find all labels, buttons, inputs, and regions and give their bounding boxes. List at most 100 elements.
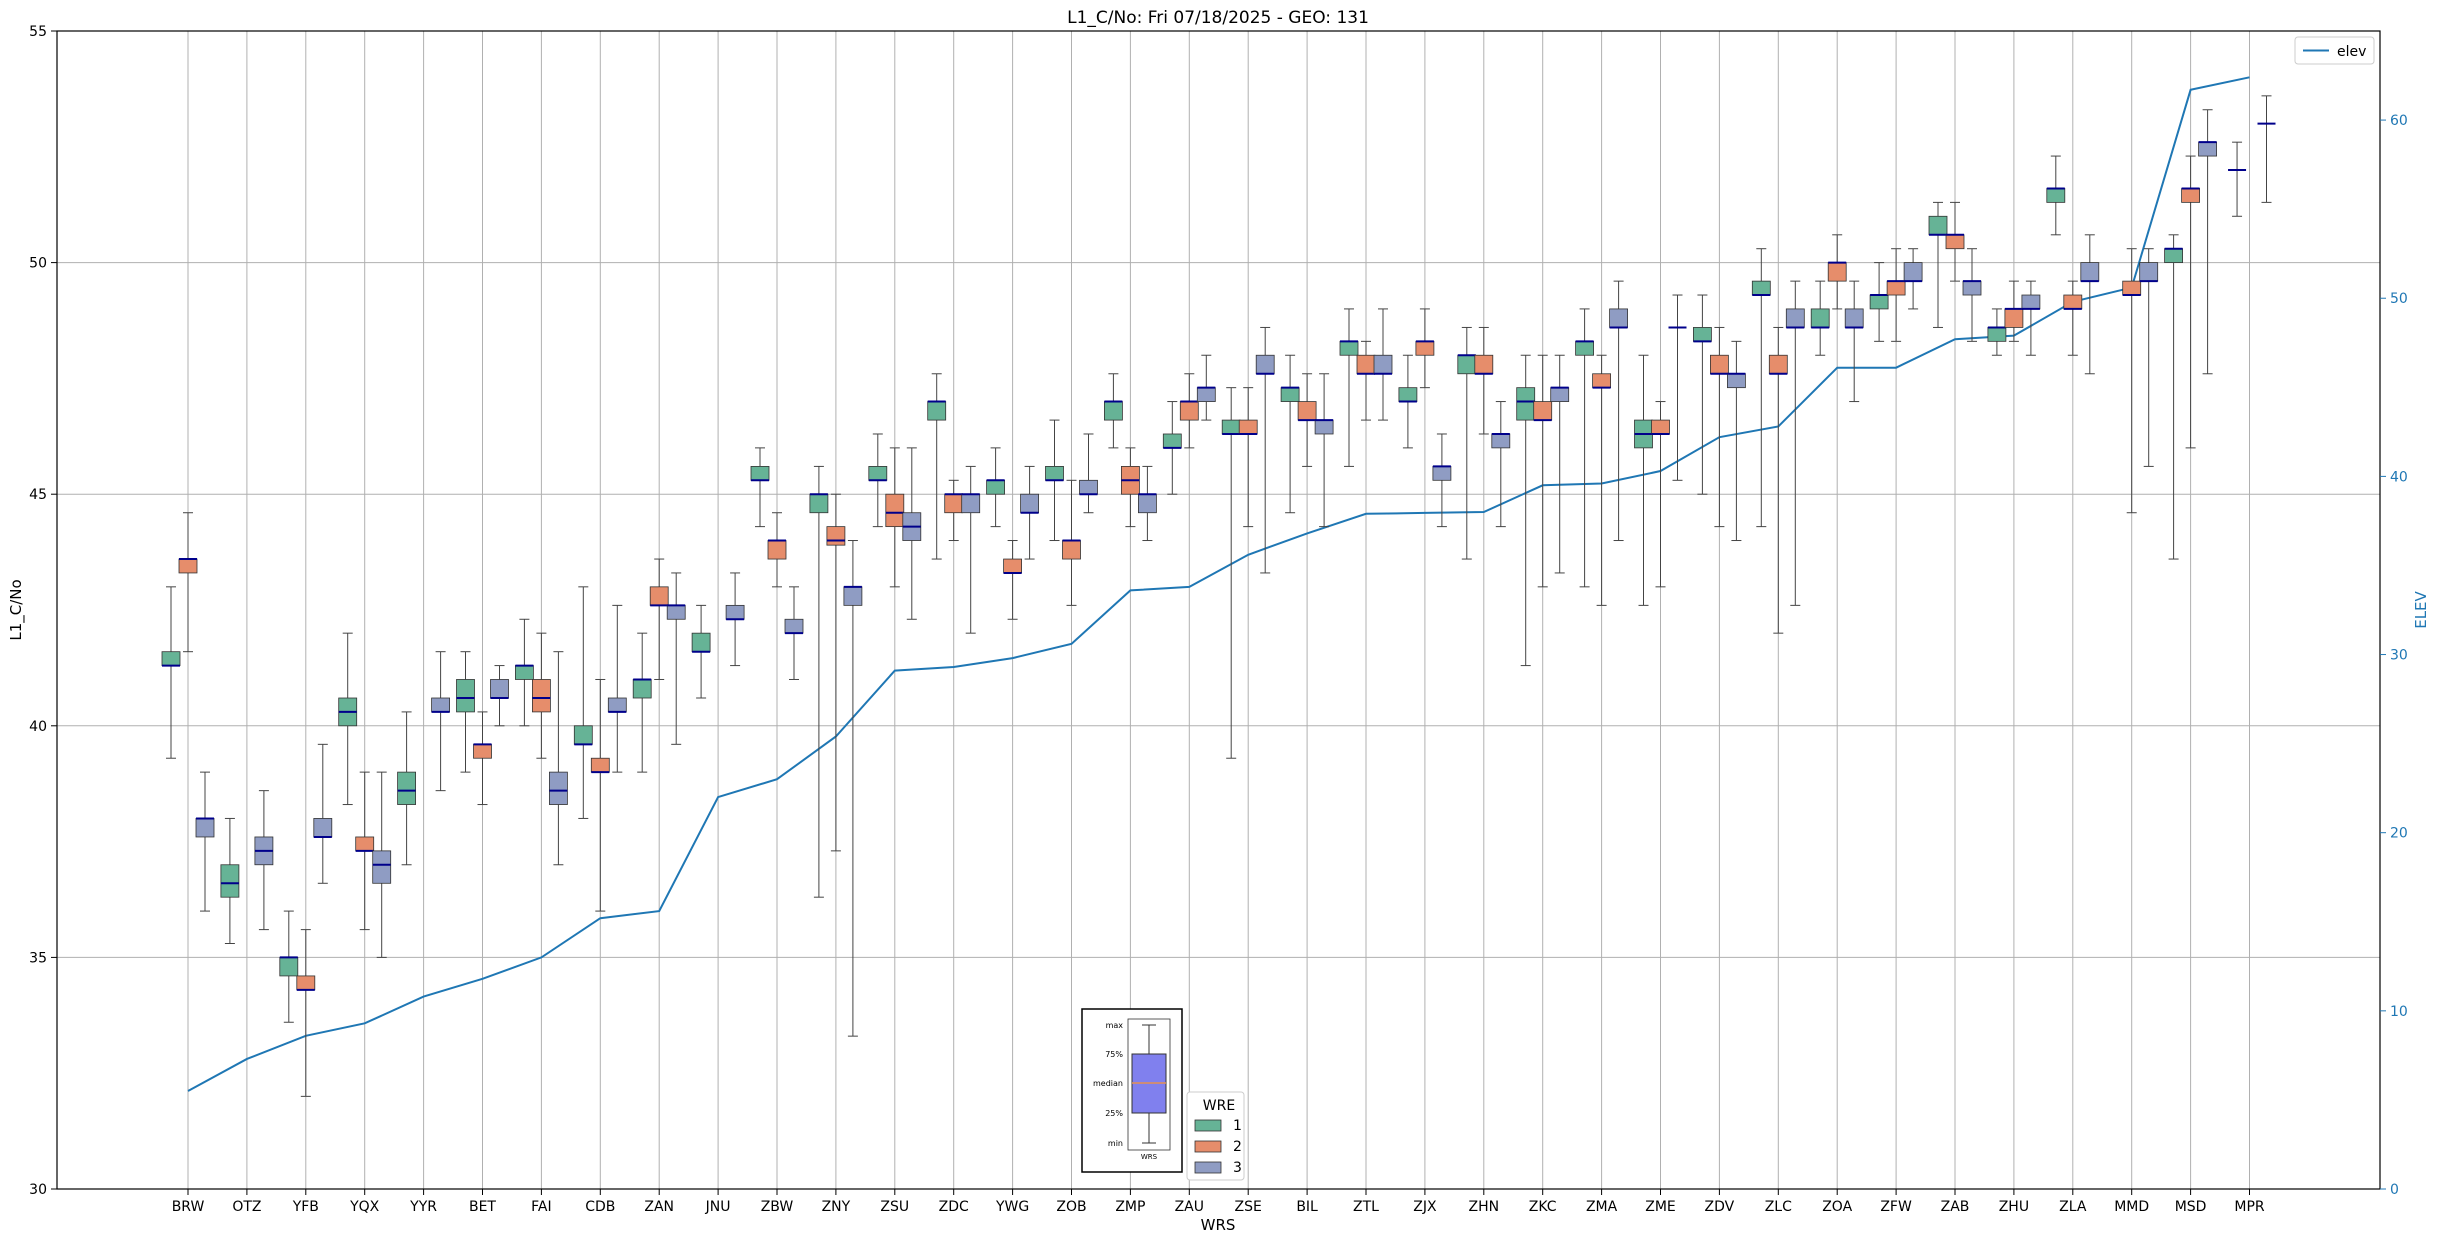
iqr-box [1928,215,1948,236]
box-wre3-zny [843,540,863,1037]
box-wre3-brw [195,771,215,912]
iqr-box [1609,308,1628,328]
iqr-box [1751,280,1771,296]
box-layer [161,95,2276,1097]
iqr-box [1221,419,1241,435]
iqr-box [1045,466,1064,481]
iqr-box [1785,308,1805,328]
x-tick-label-zoa: ZOA [1822,1199,1852,1215]
wre-legend: WRE 1 2 3 [1186,1091,1245,1181]
box-wre1-fai [515,618,534,727]
wre-legend-frame [1186,1091,1245,1181]
plot-background [57,31,2380,1189]
iqr-box [1162,433,1182,449]
iqr-box [1238,419,1258,435]
box-wre1-zob [1045,419,1064,542]
iqr-box [296,975,316,991]
y-tick-label: 50 [29,256,47,272]
iqr-box [2122,280,2142,296]
x-tick-label-zlc: ZLC [1765,1199,1792,1215]
y-tick-label: 55 [29,24,47,40]
box-wre1-yqx [338,632,358,806]
box-wre1-yyr [397,711,417,866]
iqr-box [1373,354,1393,375]
boxplot-key-max-label: max [1106,1021,1124,1030]
wre-legend-label-2: 2 [1233,1139,1242,1155]
x-tick-label-brw: BRW [172,1199,205,1215]
box-wre2-brw [178,512,198,653]
box-wre2-ywg [1003,540,1022,620]
boxplot-key-xlabel: WRS [1141,1153,1158,1161]
iqr-box [1079,479,1098,495]
iqr-box [2164,248,2184,263]
iqr-box [1474,354,1494,375]
box-wre1-zkc [1516,354,1536,667]
x-tick-label-yyr: YYR [409,1199,437,1215]
y2-tick-label: 20 [2390,826,2408,842]
box-wre3-bet [490,665,509,727]
iqr-box [490,679,509,699]
plot-frame [56,30,2381,1190]
elev-line [187,76,2250,1092]
iqr-box [1104,401,1123,421]
box-wre2-zma [1592,354,1611,606]
box-wre1-zdc [927,373,947,560]
x-tick-label-zab: ZAB [1941,1199,1970,1215]
box-wre1-zse [1221,387,1241,759]
box-wre1-zab [1928,201,1948,328]
iqr-box [767,540,787,560]
x-tick-label-yqx: YQX [349,1199,380,1215]
iqr-box [1987,327,2007,342]
iqr-box [1844,308,1864,328]
box-wre3-mmd [2139,248,2159,467]
box-wre1-zla [2046,155,2066,236]
iqr-box [397,771,417,805]
box-wre3-zbw [784,586,804,680]
iqr-box [1314,419,1334,435]
boxplot-key-min-label: min [1108,1139,1123,1148]
iqr-box [1575,340,1594,356]
iqr-box [1827,262,1847,282]
x-tick-label-bil: BIL [1296,1199,1318,1215]
iqr-box [1339,340,1359,356]
wre-legend-swatch-1 [1194,1119,1222,1132]
box-wre2-zmp [1121,447,1140,528]
box-wre3-zob [1079,433,1098,514]
y2-tick-label: 10 [2390,1004,2408,1020]
iqr-box [725,604,745,620]
iqr-box [649,586,669,606]
iqr-box [515,665,534,680]
box-wre2-bet [473,711,492,806]
wre-legend-label-3: 3 [1233,1160,1242,1176]
iqr-box [843,586,863,606]
iqr-box [1710,354,1729,375]
x-axis-label: WRS [1201,1216,1236,1234]
box-wre1-ywg [986,447,1005,528]
x-tick-label-zbw: ZBW [761,1199,794,1215]
box-wre3-zab [1962,248,1982,342]
y-tick-label: 40 [29,719,47,735]
iqr-box [1020,493,1039,514]
iqr-box [1727,373,1746,389]
boxplot-key-median-label: median [1093,1079,1123,1088]
y2-axis-label: ELEV [2412,590,2430,628]
box-wre2-bil [1297,373,1317,467]
box-wre2-zdv [1710,326,1729,528]
wre-legend-title: WRE [1203,1098,1235,1114]
iqr-box [1516,387,1536,421]
box-wre2-zse [1238,387,1258,528]
x-tick-label-bet: BET [469,1199,496,1215]
wre-legend-label-1: 1 [1233,1118,1242,1134]
box-wre1-bil [1280,354,1300,514]
iqr-box [1903,262,1923,282]
box-wre3-zfw [1903,248,1923,310]
y2-tick-label: 0 [2390,1182,2399,1198]
box-wre3-zhu [2021,280,2041,356]
box-wre3-bil [1314,373,1334,528]
x-tick-label-mmd: MMD [2114,1199,2149,1215]
box-wre3-zkc [1550,354,1570,574]
box-wre2-mmd [2122,248,2142,514]
box-wre2-zoa [1827,234,1847,310]
box-wre3-zmp [1138,465,1157,542]
